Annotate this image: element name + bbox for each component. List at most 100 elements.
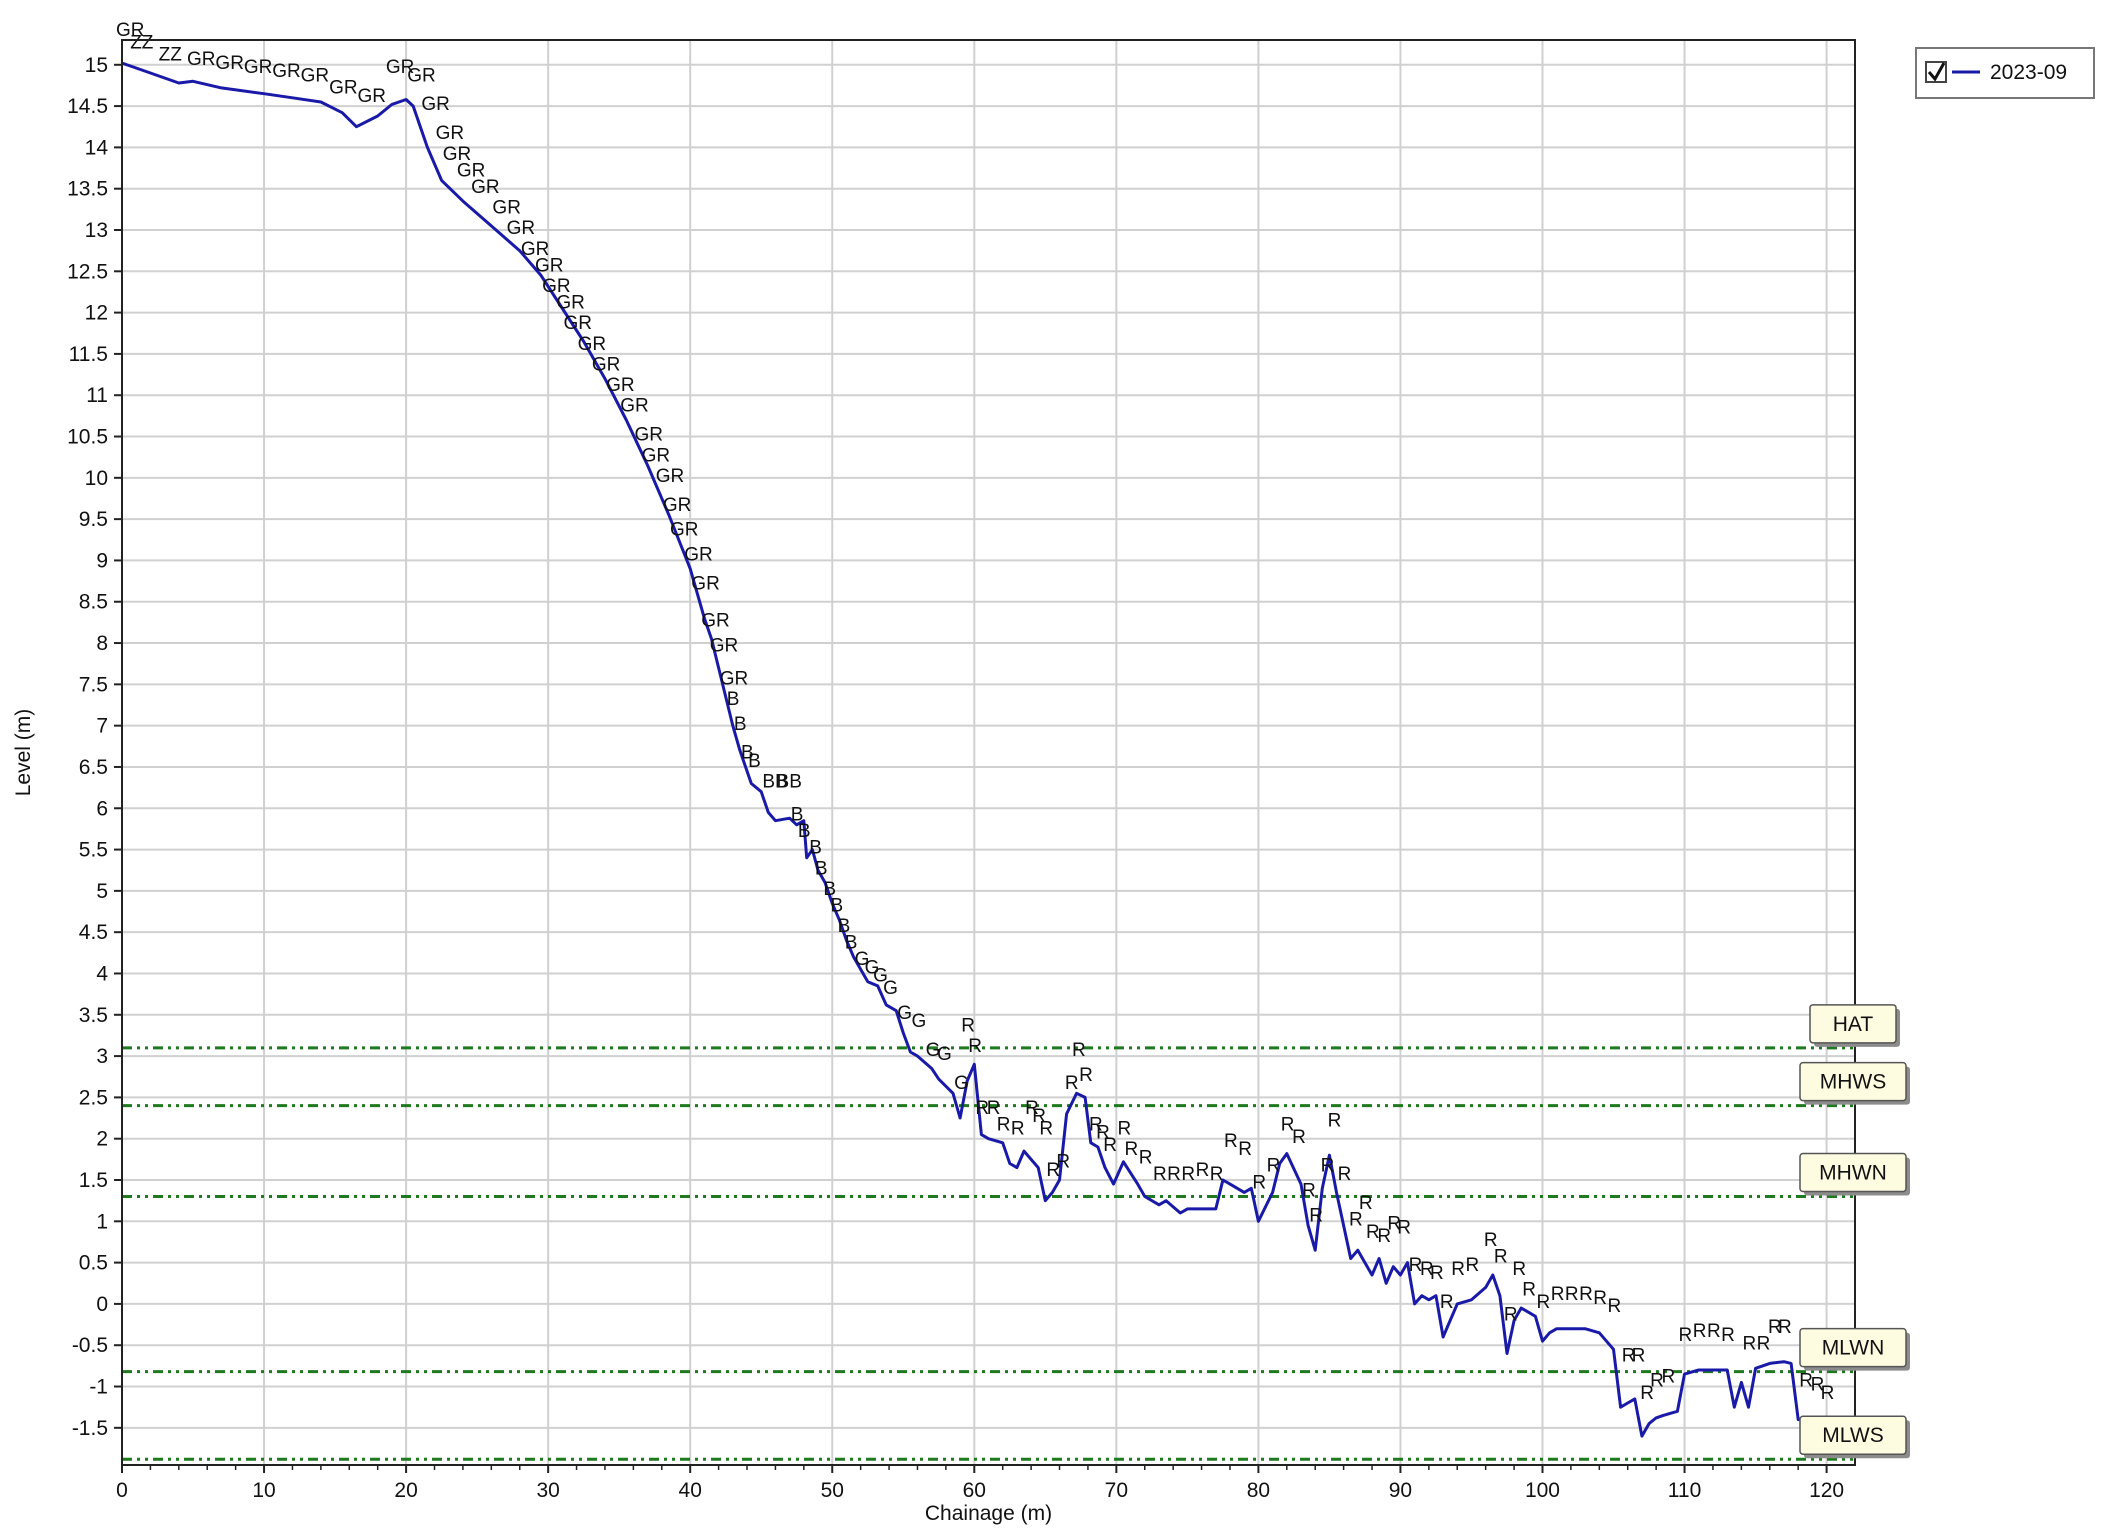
point-code-label: B [831,896,844,917]
x-tick-label: 40 [679,1479,702,1502]
legend-label: 2023-09 [1990,61,2067,84]
tide-box-label: MHWS [1820,1071,1887,1094]
point-code-label: R [1440,1292,1454,1313]
point-code-label: GR [492,197,520,218]
point-code-label: GR [329,78,358,99]
point-code-label: R [1632,1346,1646,1367]
x-tick-label: 30 [536,1479,559,1502]
point-code-label: GR [272,61,301,82]
point-code-label: R [975,1098,989,1119]
x-tick-label: 120 [1809,1479,1844,1502]
point-code-label: R [1608,1296,1622,1317]
point-code-label: R [1579,1284,1593,1305]
tide-box-mlwn: MLWN [1799,1327,1910,1371]
point-code-label: GR [656,466,685,487]
point-code-label: R [1650,1371,1664,1392]
y-tick-label: 2 [96,1128,108,1151]
y-tick-label: 11.5 [69,343,108,366]
point-code-label: G [937,1044,952,1065]
point-code-label: GR [244,57,273,78]
y-tick-label: -0.5 [72,1334,108,1357]
point-code-label: R [1065,1073,1079,1094]
point-code-label: GR [578,334,607,355]
point-code-label: R [1079,1065,1093,1086]
y-tick-label: -1 [89,1376,108,1399]
point-code-label: B [734,714,747,735]
y-tick-label: 12 [85,302,108,325]
x-tick-label: 10 [252,1479,275,1502]
y-tick-label: 9.5 [79,508,108,531]
point-code-label: R [987,1098,1001,1119]
point-code-label: R [1224,1131,1238,1152]
grid [121,40,1855,1465]
point-code-label: R [1267,1156,1281,1177]
tide-box-face [1809,1004,1897,1044]
point-code-label: R [1252,1172,1266,1193]
x-tick-label: 100 [1525,1479,1560,1502]
point-code-label: GR [187,49,216,70]
point-code-label: GR [116,20,145,41]
point-code-label: GR [670,520,699,541]
point-code-label: B [748,751,761,772]
y-tick-label: 14.5 [67,95,108,118]
point-code-label: R [1721,1325,1735,1346]
x-axis-ticks: 0 10 20 30 40 50 60 70 80 90 100 110 120 [116,1465,1844,1502]
y-tick-label: 6.5 [79,756,108,779]
point-code-label: B [845,933,858,954]
point-code-label: R [1484,1230,1498,1251]
point-code-label: R [1366,1222,1380,1243]
point-code-label: G [873,966,888,987]
point-code-label: ZZ [130,32,154,53]
point-code-label: G [926,1040,941,1061]
point-code-label: R [1210,1164,1224,1185]
point-code-label: GR [701,611,730,632]
x-tick-label: 80 [1247,1479,1270,1502]
point-code-label: G [855,949,870,970]
y-tick-label: 8.5 [79,591,108,614]
point-code-label: R [1778,1317,1792,1338]
y-tick-label: 1 [96,1210,108,1233]
y-tick-label: 10 [85,467,108,490]
tide-lines [122,1046,1855,1461]
point-code-label: R [1821,1383,1835,1404]
point-code-label: R [1292,1127,1306,1148]
y-tick-label: 0.5 [79,1252,108,1275]
point-code-label: R [1451,1259,1465,1280]
point-code-label: R [1512,1259,1526,1280]
point-code-label: R [1693,1321,1707,1342]
y-tick-label: 12.5 [67,260,108,283]
point-code-label: GR [443,144,472,165]
point-code-label: R [1196,1160,1210,1181]
point-code-label: R [1039,1119,1053,1140]
point-code-label: R [1640,1383,1654,1404]
point-code-label: BB [777,772,802,793]
x-tick-label: 60 [963,1479,986,1502]
y-tick-label: 3.5 [79,1004,108,1027]
tide-box-mhws: MHWS [1799,1061,1910,1105]
point-code-label: GR [634,425,663,446]
point-code-label: GR [691,573,720,594]
point-code-label: R [1799,1371,1813,1392]
legend-checkbox[interactable] [1925,61,1947,83]
tide-box-face [1799,1327,1907,1368]
point-code-label: R [1679,1325,1693,1346]
point-code-label: R [1089,1114,1103,1135]
y-tick-label: 9 [96,549,108,572]
tide-box-label: MHWN [1819,1162,1887,1185]
y-axis-ticks: -1.5-1-0.500.511.522.533.544.555.566.577… [67,54,122,1440]
y-tick-label: 3 [96,1045,108,1068]
point-code-label: R [1328,1110,1342,1131]
y-tick-label: 5.5 [79,839,108,862]
point-code-label: GR [301,65,330,86]
y-tick-label: -1.5 [72,1417,108,1440]
check-icon [1927,62,1946,82]
point-code-label: R [961,1015,975,1036]
tide-box-label: HAT [1833,1013,1874,1036]
point-code-label: R [1757,1333,1771,1354]
y-tick-label: 11 [86,384,108,407]
point-code-label: R [1139,1147,1153,1168]
point-code-label: B [798,821,811,842]
point-code-label: R [997,1114,1011,1135]
